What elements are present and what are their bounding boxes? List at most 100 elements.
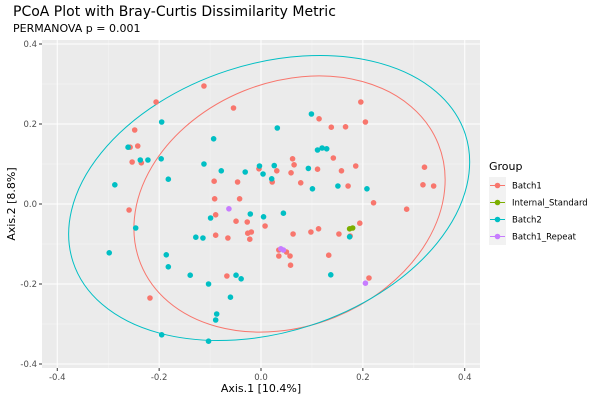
point-batch2-b2-16 <box>227 294 234 301</box>
point-batch1-b1-6 <box>129 159 135 165</box>
point-batch2-b2-23 <box>323 146 330 152</box>
x-tick-label: 0.2 <box>356 373 370 383</box>
point-batch1-b1-13 <box>297 180 304 186</box>
point-batch1-b1-54 <box>246 236 253 242</box>
point-batch2-b2-25 <box>346 234 353 240</box>
y-tick-label: 0.4 <box>23 40 37 50</box>
point-batch2-b2-19 <box>268 176 275 182</box>
y-tick-label: 0.0 <box>23 200 37 210</box>
point-batch2-b2-32 <box>238 276 244 282</box>
point-batch1-b1-14 <box>316 116 322 122</box>
point-batch1-b1-57 <box>224 273 230 279</box>
point-batch2-b2-6 <box>106 250 113 256</box>
point-batch2-b2-22 <box>314 147 321 153</box>
point-batch2-b2-37 <box>210 136 217 142</box>
point-batch1-b1-40 <box>276 253 282 259</box>
point-batch2-b2-9 <box>165 176 172 182</box>
point-batch2-b2-39 <box>200 235 206 241</box>
point-batch1-b1-12 <box>288 170 294 176</box>
point-batch1-b1-5 <box>134 143 141 149</box>
point-batch1-b1-28 <box>421 164 428 170</box>
point-batch1-b1-56 <box>126 207 132 213</box>
point-batch1-b1-18 <box>358 99 364 105</box>
point-batch1-b1-52 <box>212 232 219 238</box>
legend-label-batch1: Batch1 <box>512 182 542 192</box>
confidence-ellipses <box>68 55 471 341</box>
x-tick-label: -0.2 <box>151 373 168 383</box>
point-batch1-b1-53 <box>225 235 231 241</box>
point-batch1-b1-47 <box>290 231 296 237</box>
point-batch1-b1-49 <box>287 253 293 259</box>
point-batch1-b1-24 <box>370 200 377 206</box>
point-batch1-b1-55 <box>147 295 153 301</box>
ellipse-batch2 <box>68 55 471 341</box>
point-batch2-b2-8 <box>132 225 139 231</box>
point-batch2-b2-38 <box>280 210 287 216</box>
point-batch2-b2-41 <box>260 171 266 177</box>
x-axis-title: Axis.1 [10.4%] <box>221 382 301 395</box>
point-batch1-b1-17 <box>362 119 369 125</box>
point-batch2-b2-21 <box>308 111 315 117</box>
point-batch2-b2-45 <box>335 183 341 189</box>
data-points <box>106 83 437 345</box>
point-batch1-b1-25 <box>403 206 410 212</box>
y-tick-label: -0.2 <box>20 280 37 290</box>
point-batch1-b1-44 <box>357 220 363 226</box>
point-batch2-b2-15 <box>212 317 219 323</box>
legend-label-internal-standard: Internal_Standard <box>512 199 588 209</box>
point-batch2-b2-29 <box>165 264 172 270</box>
point-batch1-b1-22 <box>338 168 345 174</box>
point-batch1-b1-27 <box>430 183 437 189</box>
point-batch1-b1-50 <box>325 252 332 258</box>
point-batch2-b2-30 <box>163 252 170 258</box>
chart-title: PCoA Plot with Bray-Curtis Dissimilarity… <box>13 4 336 20</box>
y-axis-title: Axis.2 [8.8%] <box>5 167 18 240</box>
point-batch1-b1-26 <box>420 182 426 188</box>
axis-ticks: -0.4 -0.2 0.0 0.2 0.4 -0.4 -0.2 0.0 0.2 0.4 <box>20 40 471 383</box>
point-batch2-b2-14 <box>205 281 212 287</box>
point-batch2-b2-20 <box>274 125 281 131</box>
y-tick-label: 0.2 <box>23 120 37 130</box>
point-batch1-b1-39 <box>262 223 268 229</box>
point-batch1-b1-42 <box>308 229 314 235</box>
point-batch1-b1-4 <box>131 127 138 133</box>
y-tick-label: -0.4 <box>20 360 37 370</box>
point-batch1-b1-33 <box>236 196 243 202</box>
point-batch1-b1-10 <box>234 179 241 185</box>
point-batch2-b2-35 <box>158 156 164 162</box>
point-batch1-repeat-br-3 <box>280 247 287 253</box>
legend-key-point <box>494 199 501 206</box>
point-batch1-repeat-br-4 <box>362 280 369 287</box>
point-batch1-b1-36 <box>233 218 239 224</box>
ellipse-batch1 <box>133 75 446 333</box>
point-batch2-b2-40 <box>271 162 278 169</box>
legend-label-batch2: Batch2 <box>512 216 542 226</box>
point-batch1-repeat-br-1 <box>226 206 232 212</box>
legend-label-batch1-repeat: Batch1_Repeat <box>512 233 577 243</box>
point-batch2-b2-1 <box>158 119 165 125</box>
point-internal-standard-is-2 <box>349 225 356 231</box>
legend: Batch1 Internal_Standard Batch2 Batch1_Repe… <box>489 177 588 245</box>
grid <box>42 40 480 368</box>
point-batch1-b1-46 <box>244 230 251 236</box>
point-batch2-b2-24 <box>364 186 370 192</box>
point-batch1-b1-19 <box>330 155 337 161</box>
point-batch1-b1-30 <box>291 162 297 168</box>
point-batch2-b2-17 <box>242 169 249 175</box>
point-batch1-b1-34 <box>211 196 218 202</box>
point-batch2-b2-36 <box>213 311 220 317</box>
legend-key-point <box>494 182 501 189</box>
point-batch1-b1-16 <box>342 124 349 130</box>
point-batch2-b2-42 <box>309 186 316 192</box>
point-batch2-b2-31 <box>233 272 239 279</box>
x-tick-label: -0.4 <box>49 373 66 383</box>
point-batch2-b2-26 <box>327 272 334 278</box>
legend-key-point <box>494 216 501 223</box>
point-batch2-b2-3 <box>145 157 151 163</box>
point-batch1-b1-1 <box>153 99 159 105</box>
point-batch2-b2-27 <box>187 272 194 279</box>
point-batch1-b1-21 <box>352 163 359 169</box>
point-batch2-b2-12 <box>207 215 214 221</box>
point-batch2-b2-44 <box>305 165 312 172</box>
